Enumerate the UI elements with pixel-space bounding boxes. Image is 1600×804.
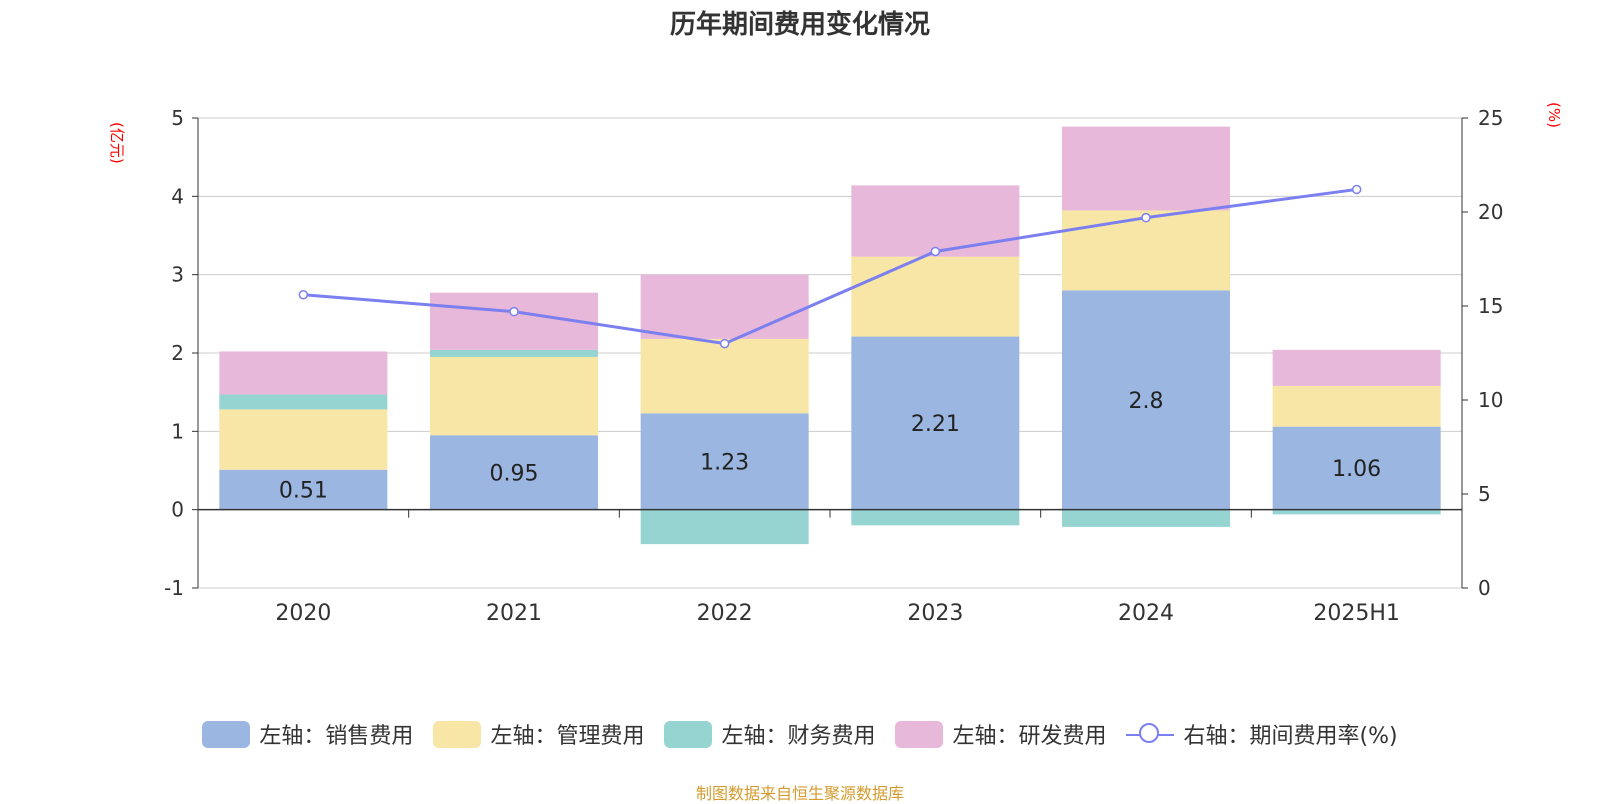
bar-admin [1272,385,1441,427]
bar-rnd [851,185,1020,257]
left-axis-tick-label: 5 [171,106,184,130]
x-axis-category-label: 2023 [907,601,963,626]
bar-admin [640,338,809,414]
data-source-note: 制图数据来自恒生聚源数据库 [695,784,904,803]
bar-data-label: 0.51 [279,479,328,504]
legend-label-sales: 左轴：销售费用 [259,724,414,749]
bar-data-label: 2.21 [911,412,960,437]
legend-item-finance[interactable]: 左轴：财务费用 [664,718,875,750]
expense-ratio-point [509,306,519,317]
left-axis-tick-label: 4 [171,184,184,208]
right-axis-tick-label: 15 [1478,294,1503,318]
right-axis-tick-label: 5 [1478,482,1491,506]
chart-legend: 左轴：销售费用 左轴：管理费用 左轴：财务费用 左轴：研发费用 右轴：期间费用率… [0,718,1600,750]
right-axis-tick-label: 20 [1478,200,1503,224]
expense-ratio-line [303,187,1357,346]
left-axis-tick-label: 3 [171,263,184,287]
bar-sales [430,435,598,510]
x-axis-category-label: 2025H1 [1313,601,1400,626]
legend-label-finance: 左轴：财务费用 [721,724,876,749]
legend-swatch-sales [202,720,251,748]
bar-finance [219,394,388,410]
bar-sales [640,413,809,510]
legend-label-expense-ratio: 右轴：期间费用率(%) [1183,724,1398,749]
bar-sales [1062,290,1230,510]
legend-label-admin: 左轴：管理费用 [490,724,645,749]
legend-item-expense-ratio[interactable]: 右轴：期间费用率(%) [1126,718,1398,750]
bar-admin [219,409,388,470]
bar-admin [430,356,598,436]
right-axis-tick-label: 10 [1478,388,1503,412]
bar-admin [1062,210,1230,291]
expense-ratio-point [930,246,941,257]
bar-finance [640,509,809,545]
bar-data-label: 1.06 [1332,457,1381,482]
bar-finance [430,349,598,357]
right-axis-tick-label: 25 [1478,106,1503,130]
legend-label-rnd: 左轴：研发费用 [952,724,1107,749]
left-axis-tick-label: 2 [171,341,184,365]
chart-plot-area: -1 0 1 2 3 4 5 0 5 10 15 20 25 2020 2021 2022 2023 2024 20… [164,106,1503,626]
bar-sales [851,336,1020,510]
left-axis-tick-label: 0 [171,498,184,522]
legend-item-admin[interactable]: 左轴：管理费用 [433,718,644,750]
bar-admin [851,256,1020,337]
legend-item-rnd[interactable]: 左轴：研发费用 [895,718,1106,750]
left-axis-tick-label: -1 [164,576,184,600]
bar-data-label: 0.95 [490,461,539,486]
expense-ratio-point [1351,184,1362,195]
left-axis-tick-label: 1 [171,419,184,443]
expense-ratio-point [1141,212,1151,223]
legend-swatch-admin [433,720,482,748]
legend-swatch-rnd [895,720,944,748]
expense-ratio-point [298,289,309,300]
x-axis-category-label: 2024 [1118,601,1174,626]
chart-title: 历年期间费用变化情况 [669,10,930,40]
bar-rnd [1062,126,1230,211]
bar-finance [1062,509,1230,527]
bar-rnd [1272,349,1441,386]
bar-finance [1272,509,1441,515]
bar-rnd [219,351,388,395]
x-axis-category-label: 2021 [486,601,542,626]
expense-ratio-point [719,338,730,349]
x-axis-category-label: 2022 [697,601,753,626]
bar-sales [219,469,388,510]
right-axis-tick-label: 0 [1478,576,1491,600]
legend-swatch-finance [664,720,713,748]
legend-line-marker-icon [1126,721,1175,748]
bar-rnd [640,274,809,339]
bar-data-label: 2.8 [1129,389,1164,414]
bar-sales [1272,426,1441,510]
bar-finance [851,509,1020,526]
bar-data-label: 1.23 [700,450,749,475]
x-axis-category-label: 2020 [275,601,331,626]
legend-item-sales[interactable]: 左轴：销售费用 [202,718,413,750]
